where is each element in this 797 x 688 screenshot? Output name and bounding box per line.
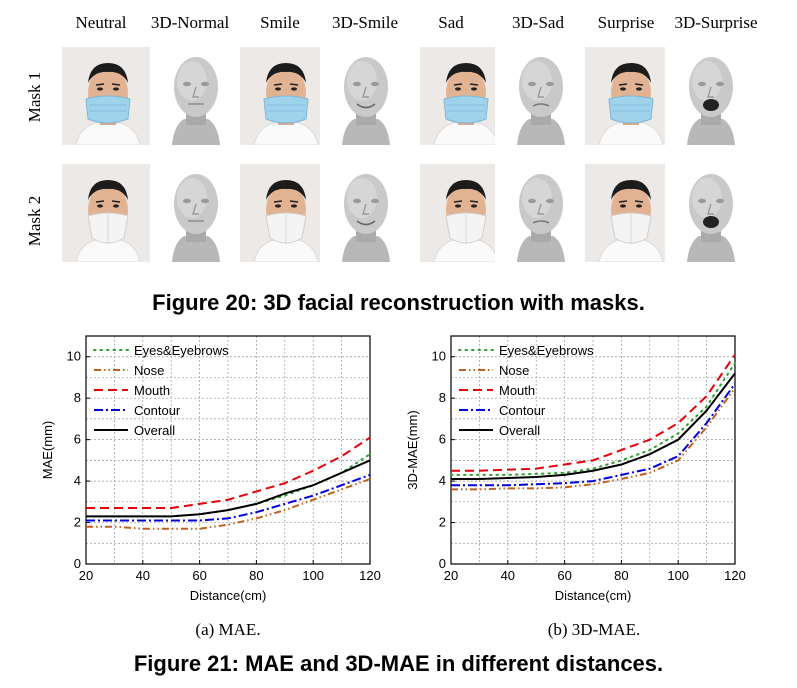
column-header: Neutral (75, 13, 127, 32)
y-tick-label: 0 (74, 556, 81, 571)
3d-head-render (517, 57, 565, 145)
series-line-eyes-eyebrows (450, 361, 736, 476)
series-line-contour (86, 473, 371, 522)
reconstruction-tile (495, 164, 587, 262)
x-tick-label: 20 (79, 568, 93, 583)
legend-label: Contour (499, 403, 546, 418)
y-tick-label: 4 (439, 473, 446, 488)
y-tick-label: 4 (74, 473, 81, 488)
column-header: 3D-Surprise (674, 13, 758, 32)
face-photo-tile (585, 164, 677, 262)
chart-3d-mae: 20 40 60 80 100 120 0 2 4 6 8 10 Distance(cm) 3D-MAE(… (395, 326, 755, 623)
face-photo-tile (585, 47, 677, 145)
series-line-overall (86, 459, 371, 518)
3d-head-render (172, 174, 220, 262)
x-axis-label: Distance(cm) (555, 588, 632, 603)
chart-mae: 20 40 60 80 100 120 0 2 4 6 8 10 Distance(cm) MAE(mm)… (30, 326, 390, 623)
person-photo (62, 47, 154, 145)
x-tick-label: 80 (249, 568, 263, 583)
face-photo-tile (240, 47, 332, 145)
legend-label: Mouth (499, 383, 535, 398)
x-tick-label: 100 (667, 568, 689, 583)
x-tick-label: 120 (359, 568, 381, 583)
face-photo-tile (62, 164, 154, 262)
column-header: Surprise (597, 13, 655, 32)
column-header: 3D-Sad (512, 13, 564, 32)
y-tick-label: 6 (439, 432, 446, 447)
3d-head-render (687, 174, 735, 262)
x-axis-label: Distance(cm) (190, 588, 267, 603)
legend-label: Nose (499, 363, 529, 378)
plot-frame (85, 335, 371, 565)
legend-label: Overall (499, 423, 540, 438)
reconstruction-tile (665, 47, 757, 145)
legend-label: Contour (134, 403, 181, 418)
reconstruction-tile (665, 164, 757, 262)
legend-label: Eyes&Eyebrows (499, 343, 594, 358)
3d-head-render (172, 57, 220, 145)
reconstruction-tile (150, 164, 242, 262)
figure-20-caption: Figure 20: 3D facial reconstruction with… (152, 290, 645, 315)
x-tick-label: 60 (192, 568, 206, 583)
x-tick-label: 60 (557, 568, 571, 583)
series-line-mouth (86, 436, 371, 510)
person-photo (585, 164, 677, 262)
y-tick-label: 8 (74, 390, 81, 405)
person-photo (240, 164, 332, 262)
x-tick-label: 100 (302, 568, 324, 583)
series-line-contour (451, 383, 736, 487)
y-tick-label: 2 (439, 515, 446, 530)
reconstruction-tile (150, 47, 242, 145)
legend-label: Mouth (134, 383, 170, 398)
3d-head-render (687, 57, 735, 145)
reconstruction-tile (495, 47, 587, 145)
person-photo (62, 164, 154, 262)
x-tick-label: 40 (136, 568, 150, 583)
face-photo-tile (62, 47, 154, 145)
y-tick-label: 10 (432, 349, 446, 364)
subcaption-b: (b) 3D-MAE. (547, 620, 641, 639)
reconstruction-tile (320, 47, 412, 145)
x-tick-label: 80 (614, 568, 628, 583)
y-tick-label: 0 (439, 556, 446, 571)
3d-head-render (517, 174, 565, 262)
person-photo (585, 47, 677, 145)
x-tick-label: 20 (444, 568, 458, 583)
person-photo (240, 47, 332, 145)
series-line-overall (451, 372, 736, 481)
3d-head-render (342, 57, 390, 145)
3d-head-render (342, 174, 390, 262)
column-header: Smile (260, 13, 300, 32)
y-tick-label: 6 (74, 432, 81, 447)
row-label-mask-2: Mask 2 (25, 195, 44, 247)
chart-mae-svg: 20 40 60 80 100 120 0 2 4 6 8 10 Distance(cm) MAE(mm)… (40, 335, 381, 603)
y-tick-label: 10 (67, 349, 81, 364)
reconstruction-tile (320, 164, 412, 262)
column-header: 3D-Normal (150, 13, 230, 32)
legend-label: Overall (134, 423, 175, 438)
face-photo-tile (240, 164, 332, 262)
y-axis-label: MAE(mm) (40, 421, 55, 480)
plot-frame (450, 335, 736, 565)
y-tick-label: 8 (439, 390, 446, 405)
legend-label: Eyes&Eyebrows (134, 343, 229, 358)
chart-3d-mae-svg: 20 40 60 80 100 120 0 2 4 6 8 10 Distance(cm) 3D-MAE(… (405, 335, 746, 603)
series-line-mouth (451, 354, 736, 472)
row-label-mask-1: Mask 1 (25, 71, 44, 123)
legend-label: Nose (134, 363, 164, 378)
y-axis-label: 3D-MAE(mm) (405, 410, 420, 489)
subcaption-a: (a) MAE. (195, 620, 261, 639)
figure-21-caption: Figure 21: MAE and 3D-MAE in different d… (133, 651, 664, 676)
column-header: Sad (438, 13, 464, 32)
x-tick-label: 40 (501, 568, 515, 583)
column-header: 3D-Smile (331, 13, 399, 32)
x-tick-label: 120 (724, 568, 746, 583)
y-tick-label: 2 (74, 515, 81, 530)
series-line-nose (451, 387, 736, 491)
